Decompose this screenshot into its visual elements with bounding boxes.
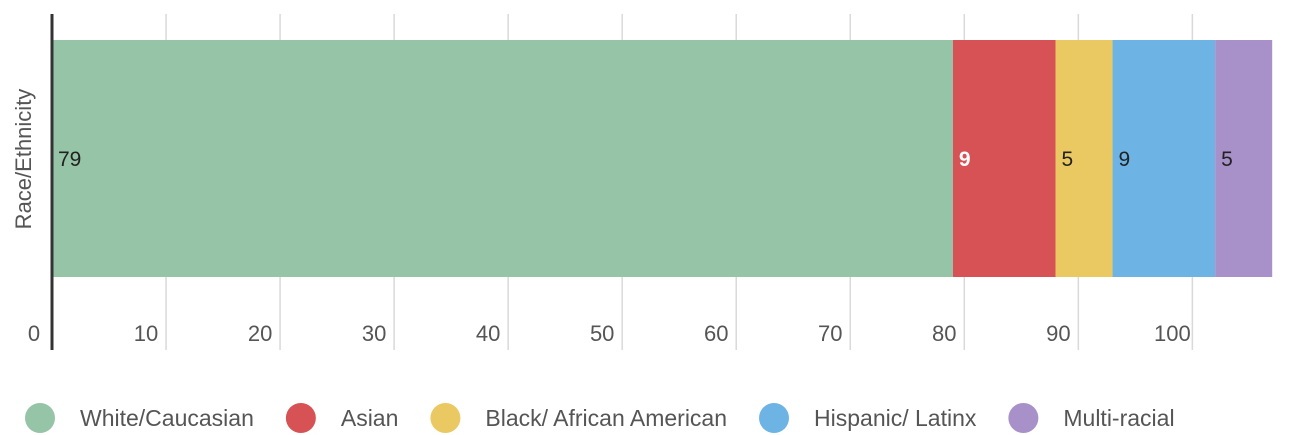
x-tick-label: 90 bbox=[1046, 321, 1070, 346]
data-label: 9 bbox=[959, 148, 971, 171]
x-tick-label: 30 bbox=[362, 321, 386, 346]
legend-swatch bbox=[430, 403, 461, 433]
legend-label: Multi-racial bbox=[1063, 405, 1174, 431]
legend-swatch bbox=[759, 403, 790, 433]
legend-swatch bbox=[1008, 403, 1039, 433]
x-tick-label: 20 bbox=[248, 321, 272, 346]
bar-segment bbox=[52, 40, 953, 277]
bar-segment bbox=[1055, 40, 1113, 277]
x-tick-label: 0 bbox=[28, 321, 40, 346]
x-tick-label: 100 bbox=[1154, 321, 1191, 346]
x-tick-label: 40 bbox=[476, 321, 500, 346]
data-label: 79 bbox=[58, 148, 81, 171]
bar-segments bbox=[52, 40, 1273, 277]
legend-label: Hispanic/ Latinx bbox=[814, 405, 977, 431]
legend-swatch bbox=[285, 403, 316, 433]
x-tick-label: 70 bbox=[818, 321, 842, 346]
legend-label: Black/ African American bbox=[485, 405, 727, 431]
x-tick-label: 50 bbox=[590, 321, 614, 346]
data-label: 5 bbox=[1221, 148, 1233, 171]
bar-segment bbox=[952, 40, 1056, 277]
legend-label: Asian bbox=[341, 405, 399, 431]
y-axis-title: Race/Ethnicity bbox=[11, 89, 36, 230]
legend-swatch bbox=[25, 403, 55, 433]
data-labels: 79 9 5 9 5 bbox=[58, 148, 1233, 171]
bar-segment bbox=[1215, 40, 1273, 277]
data-label: 5 bbox=[1062, 148, 1074, 171]
bar-segment bbox=[1112, 40, 1216, 277]
legend-label: White/Caucasian bbox=[80, 405, 254, 431]
legend: White/Caucasian Asian Black/ African Ameri… bbox=[25, 403, 1175, 433]
x-tick-labels: 0 10 20 30 40 50 60 70 80 90 100 bbox=[28, 321, 1191, 346]
x-tick-label: 80 bbox=[932, 321, 956, 346]
x-tick-label: 60 bbox=[704, 321, 728, 346]
data-label: 9 bbox=[1119, 148, 1131, 171]
x-tick-label: 10 bbox=[134, 321, 158, 346]
